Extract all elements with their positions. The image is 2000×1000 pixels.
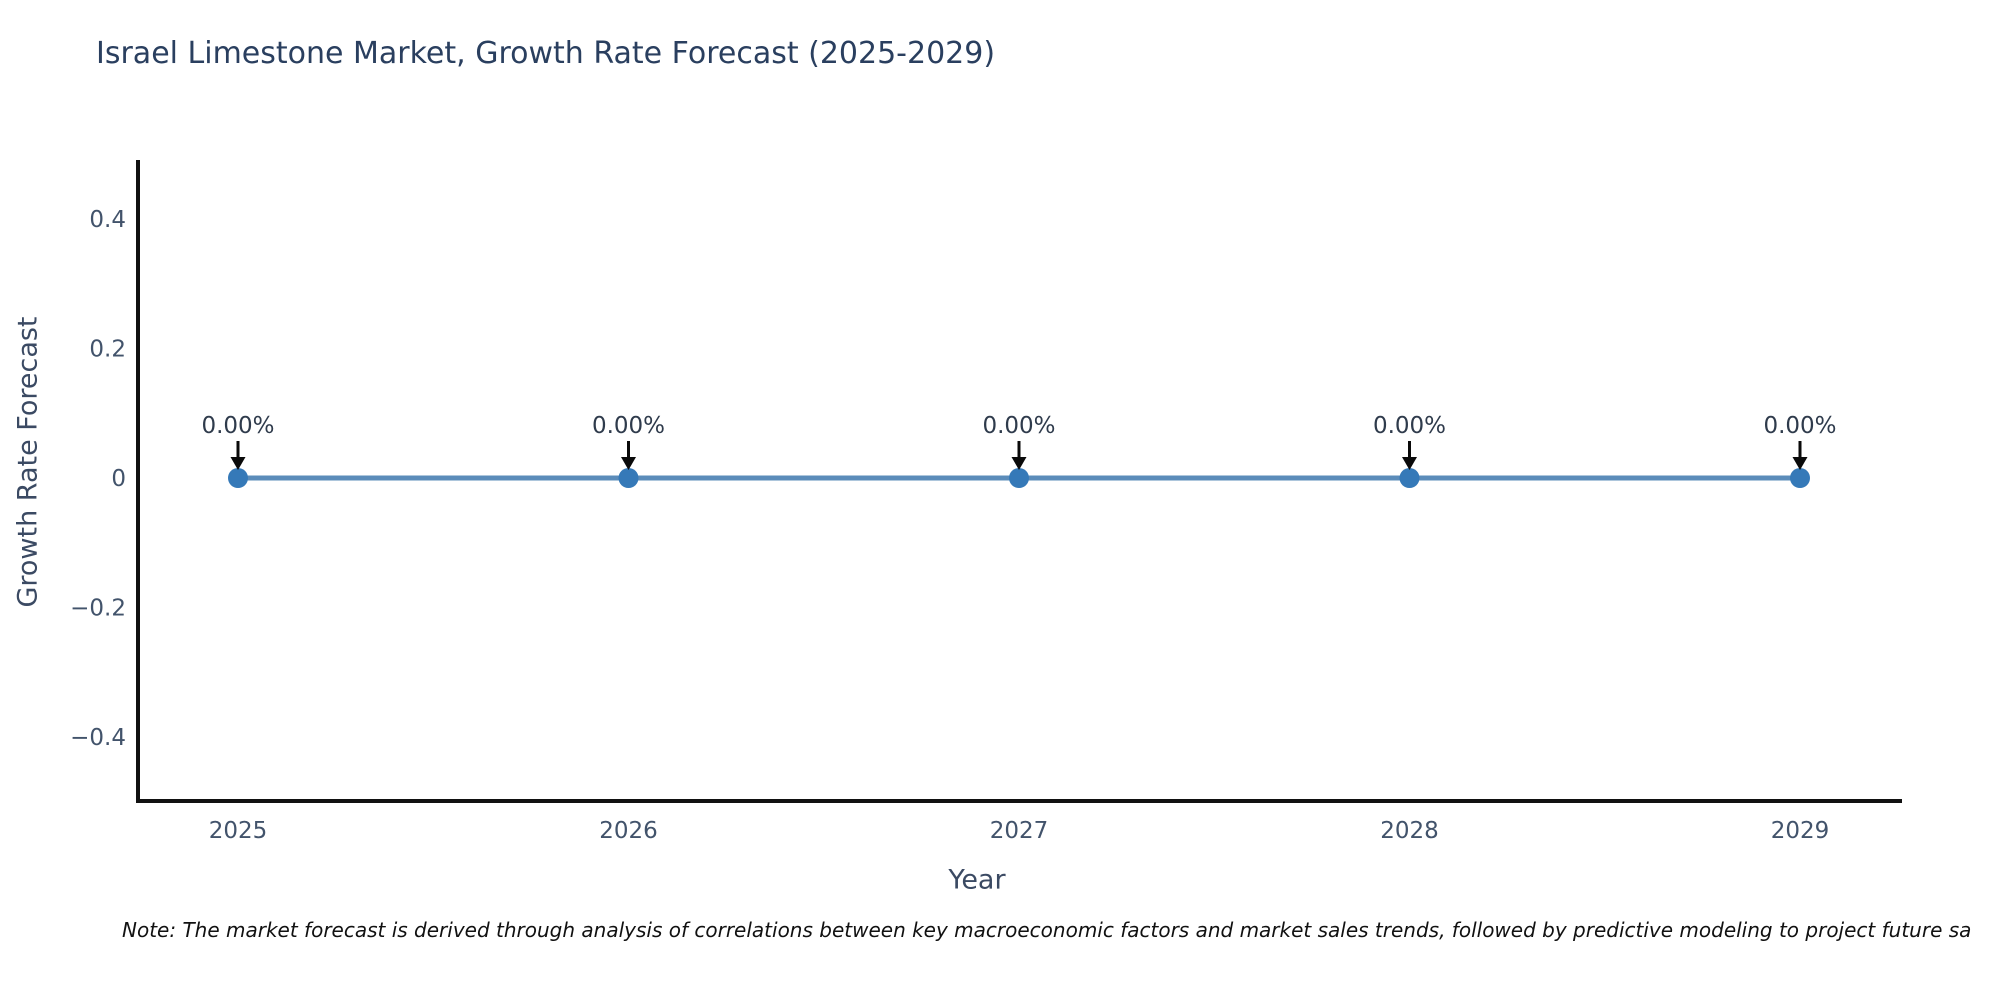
x-tick-label: 2026 bbox=[599, 818, 658, 844]
annotation-arrowhead bbox=[230, 457, 246, 470]
y-axis-line bbox=[136, 160, 140, 803]
x-tick-label: 2028 bbox=[1380, 818, 1439, 844]
x-tick-label: 2025 bbox=[209, 818, 268, 844]
data-label: 0.00% bbox=[1373, 413, 1446, 439]
y-tick-label: 0 bbox=[111, 466, 126, 492]
y-tick-label: 0.2 bbox=[89, 337, 126, 363]
data-point-marker bbox=[1009, 468, 1029, 488]
x-axis-title: Year bbox=[948, 864, 1006, 896]
footnote: Note: The market forecast is derived thr… bbox=[122, 918, 1972, 942]
data-label: 0.00% bbox=[201, 413, 274, 439]
data-label: 0.00% bbox=[1763, 413, 1836, 439]
annotation-arrowhead bbox=[1792, 457, 1808, 470]
y-tick-label: 0.4 bbox=[89, 207, 126, 233]
data-point-marker bbox=[228, 468, 248, 488]
y-tick-label: −0.4 bbox=[70, 725, 126, 751]
data-point-marker bbox=[1790, 468, 1810, 488]
annotation-arrowhead bbox=[621, 457, 636, 470]
x-axis-line bbox=[136, 799, 1902, 803]
annotation-arrowhead bbox=[1011, 457, 1027, 470]
y-tick-label: −0.2 bbox=[70, 596, 126, 622]
x-tick-label: 2027 bbox=[990, 818, 1049, 844]
data-point-marker bbox=[618, 468, 639, 488]
annotation-arrowhead bbox=[1402, 457, 1417, 470]
data-label: 0.00% bbox=[592, 413, 665, 439]
x-tick-label: 2029 bbox=[1771, 818, 1830, 844]
data-label: 0.00% bbox=[982, 413, 1055, 439]
data-point-marker bbox=[1399, 468, 1420, 488]
chart-title: Israel Limestone Market, Growth Rate For… bbox=[96, 36, 996, 71]
